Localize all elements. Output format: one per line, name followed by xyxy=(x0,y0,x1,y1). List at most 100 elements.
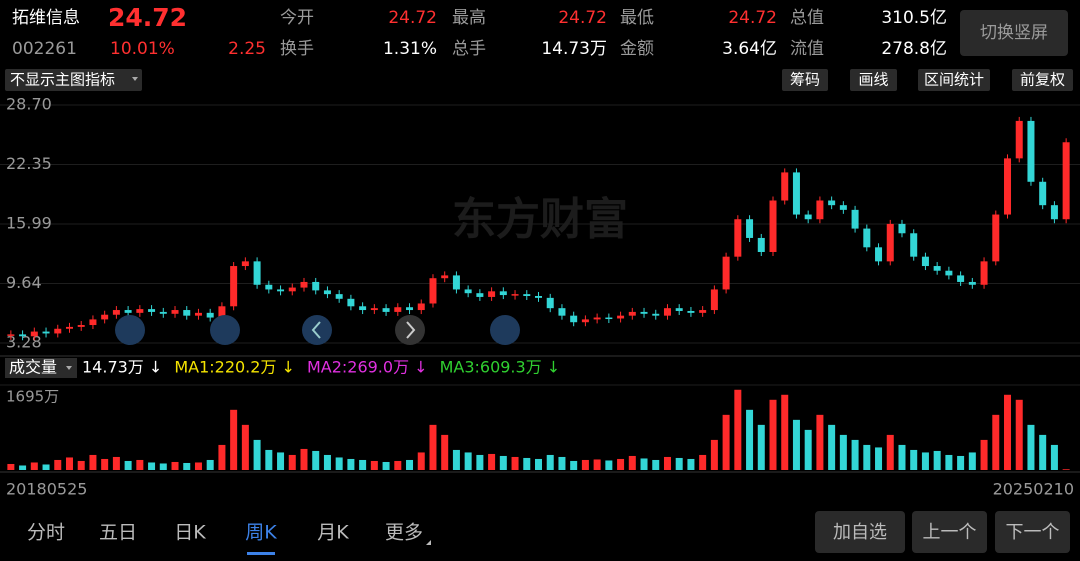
period-tab[interactable]: 五日 xyxy=(99,522,137,544)
volume-bar xyxy=(640,458,648,470)
candle xyxy=(945,270,953,276)
action-button[interactable] xyxy=(995,511,1070,553)
candle xyxy=(194,312,202,316)
nav-button[interactable] xyxy=(395,315,425,345)
candle xyxy=(417,303,425,311)
candle xyxy=(957,275,965,282)
candle xyxy=(253,261,261,285)
candle xyxy=(558,308,566,316)
y-tick-label: 1695万 xyxy=(6,388,59,406)
candle xyxy=(65,326,73,329)
volume-bar xyxy=(42,464,50,470)
candle xyxy=(992,214,1000,262)
candle xyxy=(300,281,308,288)
period-tab[interactable]: 分时 xyxy=(27,522,65,544)
candle xyxy=(781,172,789,201)
stat-label: 金额 xyxy=(620,39,654,59)
period-tab[interactable]: 周K xyxy=(245,522,277,544)
volume-bar xyxy=(323,454,331,470)
candle xyxy=(312,281,320,291)
volume-bar xyxy=(968,452,976,470)
volume-bar xyxy=(159,463,167,470)
volume-bar xyxy=(675,457,683,470)
volume-bar xyxy=(722,414,730,470)
tool-button[interactable] xyxy=(850,69,897,91)
volume-legend: 14.73万 ↓ xyxy=(82,358,162,377)
stat-label: 总值 xyxy=(790,8,824,28)
volume-bar xyxy=(277,452,285,470)
y-tick-label: 28.70 xyxy=(6,95,52,114)
volume-bar xyxy=(593,459,601,470)
period-tab[interactable]: 更多 xyxy=(385,522,423,544)
candle xyxy=(710,289,718,311)
volume-bar xyxy=(54,459,62,470)
action-button[interactable] xyxy=(912,511,987,553)
volume-bar xyxy=(699,454,707,470)
volume-bar xyxy=(511,456,519,470)
candle xyxy=(406,307,414,311)
candle xyxy=(1039,181,1047,206)
nav-button[interactable] xyxy=(302,315,332,345)
candle xyxy=(839,205,847,210)
candle xyxy=(523,294,531,296)
stat-value: 14.73万 xyxy=(541,39,607,59)
candle xyxy=(183,310,191,316)
candle xyxy=(769,200,777,252)
tool-button[interactable] xyxy=(1012,69,1073,91)
volume-bar xyxy=(101,458,109,470)
volume-bar xyxy=(488,453,496,470)
volume-bar xyxy=(464,452,472,470)
candle xyxy=(136,309,144,313)
tool-button-label: 区间统计 xyxy=(924,71,984,89)
candle xyxy=(7,334,15,336)
nav-button[interactable] xyxy=(115,315,145,345)
action-button[interactable] xyxy=(815,511,905,553)
volume-bar xyxy=(206,459,214,470)
indicator-select[interactable] xyxy=(5,69,142,91)
candle xyxy=(1050,205,1058,220)
volume-bar xyxy=(148,462,156,470)
volume-bar xyxy=(65,457,73,470)
stat-value: 3.64亿 xyxy=(722,39,777,59)
period-tab[interactable]: 日K xyxy=(174,522,206,544)
stat-label: 最高 xyxy=(452,8,486,28)
volume-bar xyxy=(1027,424,1035,470)
tool-button-label: 前复权 xyxy=(1020,71,1065,89)
stock-name: 拓维信息 xyxy=(12,8,80,28)
candle xyxy=(804,214,812,220)
volume-bar xyxy=(499,455,507,470)
candle xyxy=(886,223,894,262)
volume-bar xyxy=(441,434,449,470)
tool-button[interactable] xyxy=(918,69,990,91)
change: 2.25 xyxy=(228,39,266,59)
volume-bar xyxy=(230,409,238,470)
candle xyxy=(230,266,238,307)
candle xyxy=(687,310,695,313)
period-tab[interactable]: 月K xyxy=(317,522,349,544)
candle xyxy=(171,310,179,314)
volume-bar xyxy=(300,448,308,470)
nav-button[interactable] xyxy=(490,315,520,345)
volume-bar xyxy=(687,458,695,470)
nav-button[interactable] xyxy=(210,315,240,345)
candle xyxy=(757,237,765,252)
switch-button[interactable] xyxy=(960,10,1068,56)
volume-bar xyxy=(394,460,402,470)
volume-bar xyxy=(945,454,953,470)
candle xyxy=(265,284,273,290)
candle xyxy=(828,200,836,206)
candle xyxy=(663,308,671,316)
candle xyxy=(159,311,167,314)
volume-select[interactable] xyxy=(5,358,77,378)
volume-bar xyxy=(335,457,343,470)
candle xyxy=(441,275,449,279)
candle xyxy=(722,256,730,290)
volume-bar xyxy=(112,456,120,470)
candle xyxy=(628,311,636,316)
volume-bar xyxy=(359,459,367,470)
y-tick-label: 3.28 xyxy=(6,333,42,352)
start-date: 20180525 xyxy=(6,480,87,499)
tool-button[interactable] xyxy=(782,69,828,91)
candle xyxy=(19,334,27,337)
candle xyxy=(910,233,918,257)
